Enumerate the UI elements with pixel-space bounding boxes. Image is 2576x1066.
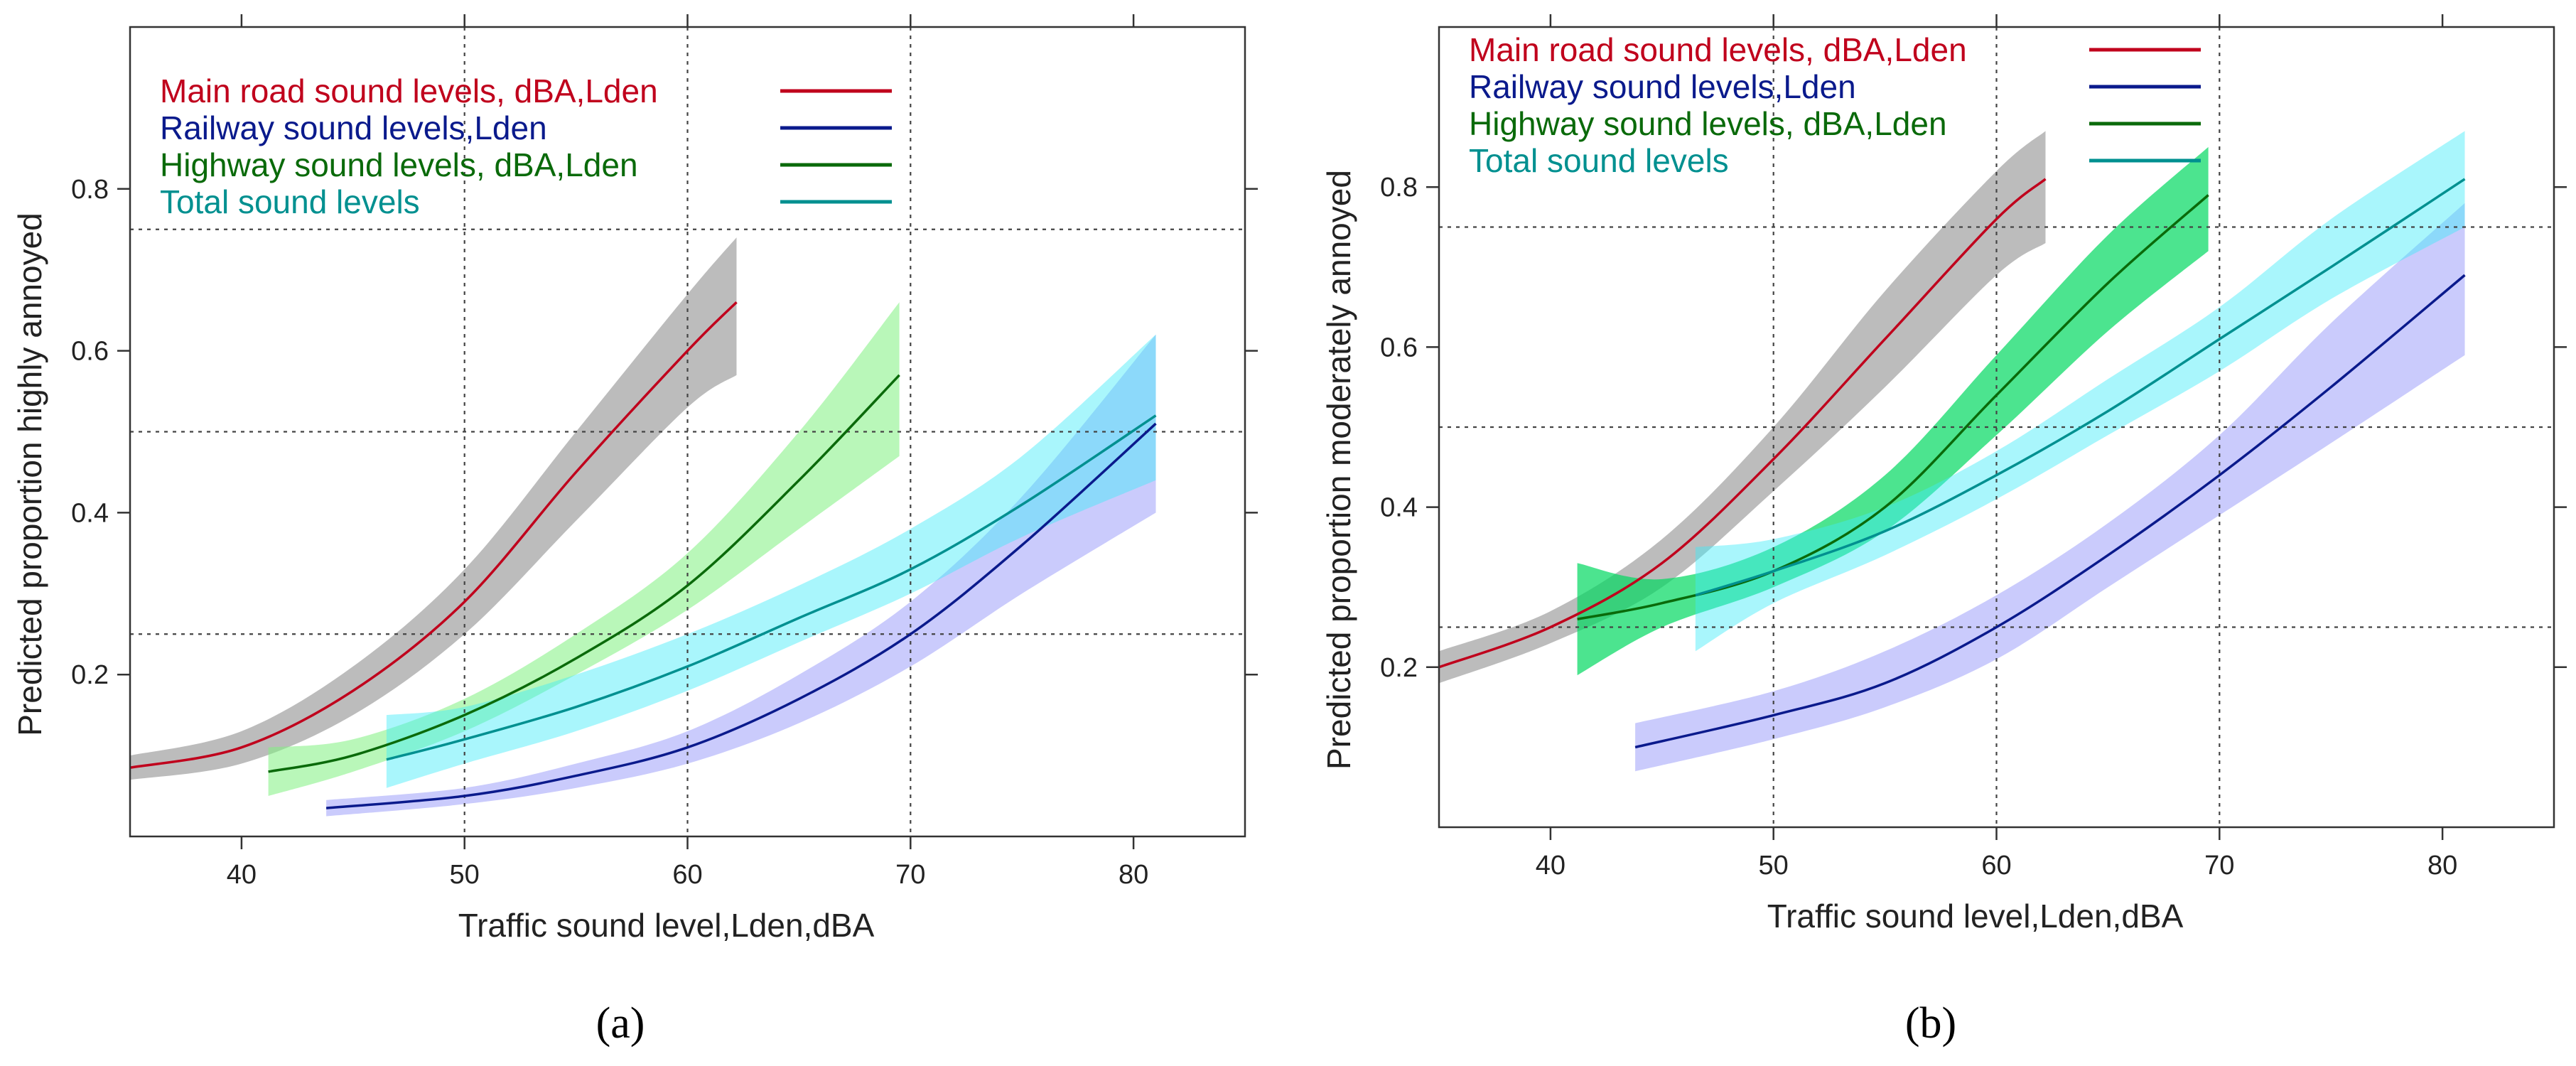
series-line-3 xyxy=(1695,178,2466,597)
x-tick-label-2: 60 xyxy=(672,860,702,890)
y-axis-title: Predicted proportion highly annoyed xyxy=(11,212,48,736)
legend-label-1: Railway sound levels,Lden xyxy=(1469,68,1856,105)
y-tick-label-3: 0.8 xyxy=(71,175,109,205)
series-line-0 xyxy=(1438,178,2047,669)
series-line-3 xyxy=(386,414,1157,761)
y-tick-label-0: 0.2 xyxy=(71,660,109,690)
x-tick-label-0: 40 xyxy=(1536,851,1565,881)
legend-label-0: Main road sound levels, dBA,Lden xyxy=(160,72,658,109)
y-tick-label-2: 0.6 xyxy=(1380,333,1418,362)
series-line-2 xyxy=(1577,194,2209,620)
legend-label-3: Total sound levels xyxy=(160,183,420,220)
legend-label-0: Main road sound levels, dBA,Lden xyxy=(1469,31,1967,68)
y-tick-label-3: 0.8 xyxy=(1380,173,1418,203)
y-tick-label-2: 0.6 xyxy=(71,337,109,367)
panel-caption: (b) xyxy=(1905,999,1956,1048)
x-tick-label-1: 50 xyxy=(450,860,480,890)
x-tick-label-3: 70 xyxy=(895,860,925,890)
series-line-1 xyxy=(1634,274,2466,749)
x-axis-title: Traffic sound level,Lden,dBA xyxy=(458,907,875,944)
panel-a-chart: 40 50 60 70 80 0.2 0.4 0.6 0.8 Traffic sound leve… xyxy=(11,14,1258,1048)
y-axis-title: Predicted proportion moderately annoyed xyxy=(1320,170,1357,770)
confidence-band-series-3 xyxy=(386,334,1156,788)
confidence-band-series-1 xyxy=(1635,203,2465,772)
x-tick-label-4: 80 xyxy=(2427,851,2457,881)
x-tick-label-2: 60 xyxy=(1981,851,2011,881)
y-tick-label-0: 0.2 xyxy=(1380,653,1418,683)
confidence-band-series-2 xyxy=(268,302,900,796)
confidence-band-series-1 xyxy=(326,334,1156,817)
series-line-2 xyxy=(268,374,900,773)
y-tick-label-1: 0.4 xyxy=(1380,493,1418,523)
x-tick-label-4: 80 xyxy=(1119,860,1148,890)
legend-label-1: Railway sound levels,Lden xyxy=(160,109,547,146)
y-tick-label-1: 0.4 xyxy=(71,498,109,528)
x-tick-label-3: 70 xyxy=(2204,851,2234,881)
panel-b-chart: 40 50 60 70 80 0.2 0.4 0.6 0.8 Traffic sound leve… xyxy=(1320,14,2567,1048)
panel-caption: (a) xyxy=(596,999,645,1048)
legend-label-2: Highway sound levels, dBA,Lden xyxy=(1469,105,1947,142)
x-axis-title: Traffic sound level,Lden,dBA xyxy=(1767,898,2184,935)
x-tick-label-0: 40 xyxy=(227,860,257,890)
x-tick-label-1: 50 xyxy=(1759,851,1789,881)
confidence-band-series-2 xyxy=(1577,146,2209,676)
series-line-1 xyxy=(325,422,1157,809)
confidence-band-series-0 xyxy=(1439,131,2046,684)
legend-label-2: Highway sound levels, dBA,Lden xyxy=(160,146,638,183)
series-line-0 xyxy=(129,301,738,769)
confidence-band-series-3 xyxy=(1695,131,2465,652)
legend-label-3: Total sound levels xyxy=(1469,142,1729,179)
